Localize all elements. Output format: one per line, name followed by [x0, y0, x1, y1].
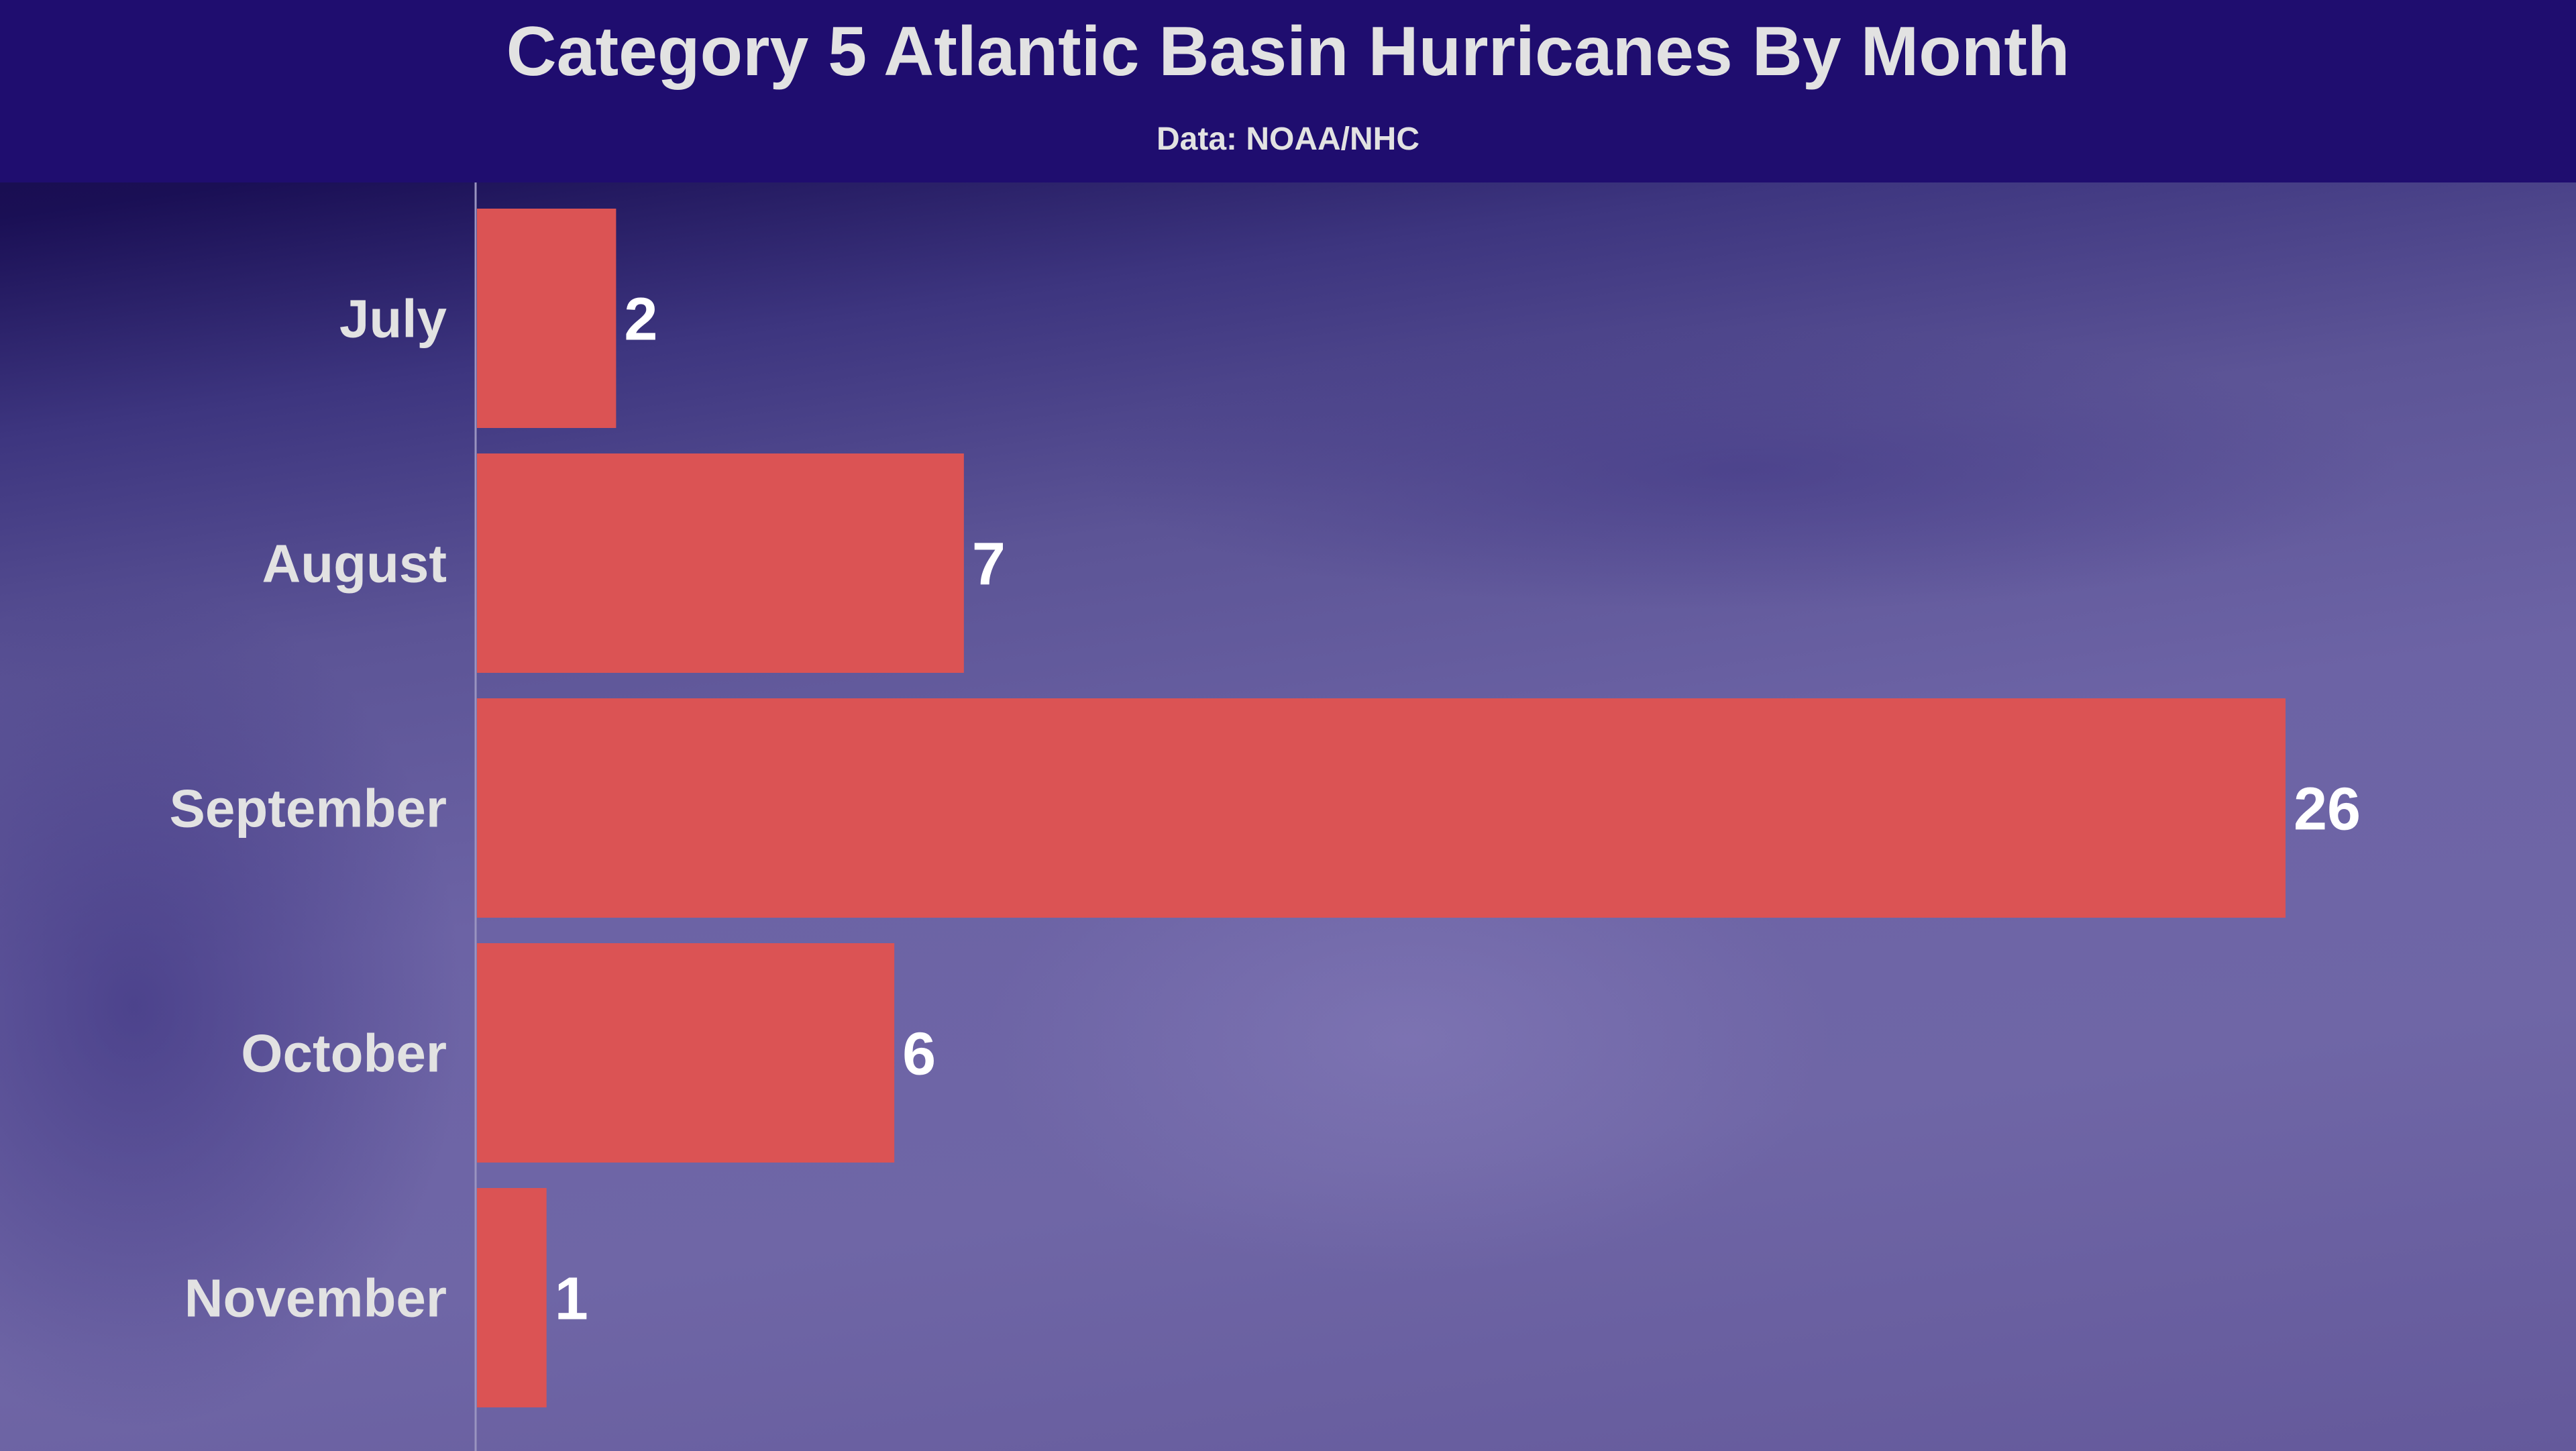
- bar-october: [477, 943, 895, 1163]
- value-label: 7: [972, 531, 1006, 598]
- chart-title: Category 5 Atlantic Basin Hurricanes By …: [506, 13, 2070, 91]
- category-label: November: [184, 1269, 447, 1328]
- category-label: August: [262, 534, 447, 594]
- category-label: September: [170, 779, 447, 839]
- chart-header: Category 5 Atlantic Basin Hurricanes By …: [0, 0, 2576, 182]
- bar-november: [477, 1188, 547, 1407]
- bar-september: [477, 698, 2286, 918]
- category-label: October: [241, 1024, 447, 1083]
- bar-july: [477, 209, 616, 428]
- value-label: 26: [2294, 776, 2361, 843]
- value-label: 2: [624, 286, 657, 354]
- category-label: July: [339, 289, 447, 349]
- value-label: 1: [555, 1266, 588, 1333]
- value-label: 6: [902, 1021, 936, 1088]
- chart-subtitle: Data: NOAA/NHC: [1156, 121, 1419, 157]
- bar-august: [477, 453, 964, 673]
